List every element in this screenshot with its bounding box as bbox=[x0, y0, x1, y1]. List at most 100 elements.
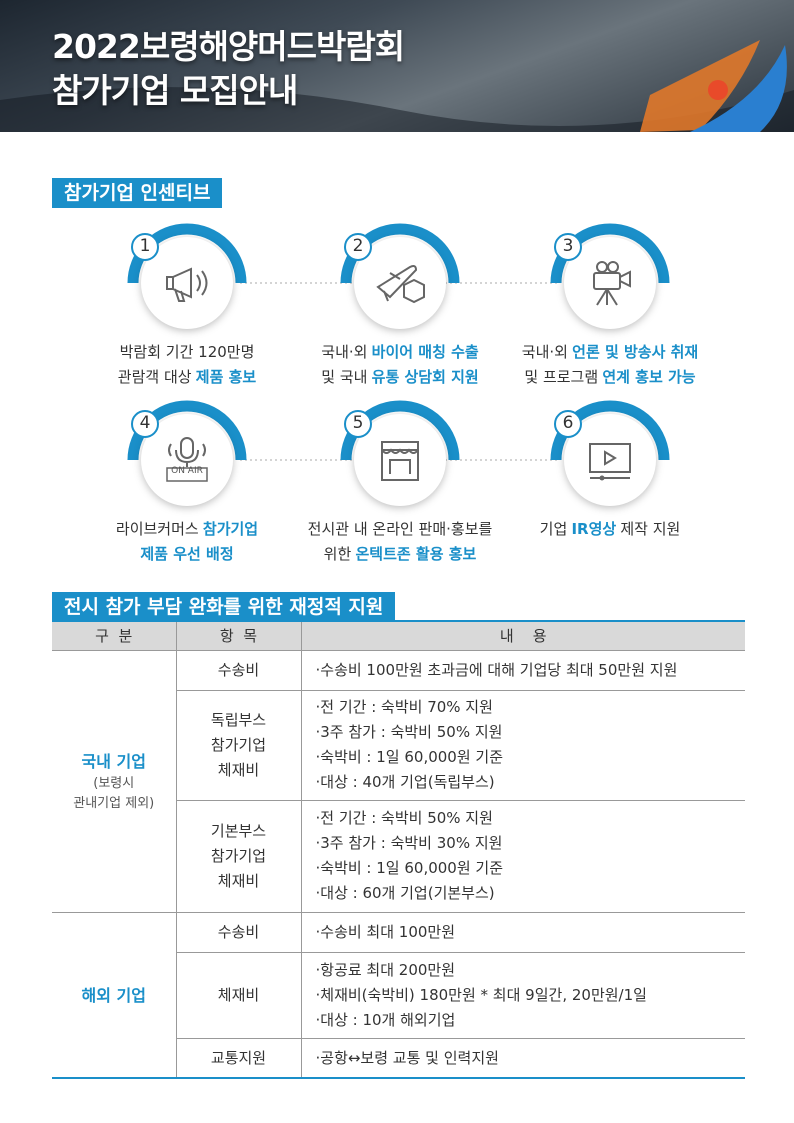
table-row: 교통지원 ·공항↔보령 교통 및 인력지원 bbox=[52, 1037, 745, 1078]
column-header: 내 용 bbox=[300, 622, 745, 650]
text-line: 국내·외 바이어 매칭 수출 bbox=[290, 340, 510, 365]
content-line: ·항공료 최대 200만원 bbox=[315, 960, 456, 979]
item-cell: 기본부스 참가기업 체재비 bbox=[175, 799, 301, 912]
content-line: ·전 기간 : 숙박비 70% 지원 bbox=[315, 698, 493, 716]
rule bbox=[52, 1077, 745, 1079]
banner: 2022보령해양머드박람회 참가기업 모집안내 bbox=[0, 0, 794, 132]
text-line: 및 국내 유통 상담회 지원 bbox=[290, 365, 510, 390]
text-segment: 제작 지원 bbox=[620, 520, 681, 538]
text-line: 및 프로그램 연계 홍보 가능 bbox=[500, 365, 720, 390]
content-line: ·3주 참가 : 숙박비 50% 지원 bbox=[315, 723, 503, 741]
table-row: 체재비 ·항공료 최대 200만원 ·체재비(숙박비) 180만원 * 최대 9일간… bbox=[52, 951, 745, 1038]
text-segment: 바이어 매칭 수출 bbox=[371, 343, 479, 361]
content-line: ·수송비 최대 100만원 bbox=[315, 922, 456, 941]
item-cell: 수송비 bbox=[175, 911, 301, 952]
group-note: (보령시 bbox=[93, 775, 135, 791]
incentive-icon bbox=[550, 223, 670, 329]
icon-label: ON AIR bbox=[171, 466, 203, 476]
content-cell: ·항공료 최대 200만원 ·체재비(숙박비) 180만원 * 최대 9일간, 2… bbox=[300, 951, 745, 1038]
text-segment: 기업 bbox=[539, 520, 568, 538]
text-segment: 온텍트존 활용 홍보 bbox=[355, 545, 477, 563]
content-cell: ·수송비 최대 100만원 bbox=[300, 911, 745, 952]
group-cell: 해외 기업 bbox=[52, 911, 176, 1078]
content-line: ·숙박비 : 1일 60,000원 기준 bbox=[315, 859, 504, 877]
title-line: 2022보령해양머드박람회 bbox=[52, 27, 405, 66]
incentive-icon bbox=[340, 223, 460, 329]
content-line: ·전 기간 : 숙박비 50% 지원 bbox=[315, 809, 493, 827]
item-line: 수송비 bbox=[217, 922, 260, 941]
content-line: ·체재비(숙박비) 180만원 * 최대 9일간, 20만원/1일 bbox=[315, 985, 647, 1004]
step-number: 3 bbox=[562, 236, 574, 256]
text-line: 전시관 내 온라인 판매·홍보를 bbox=[290, 517, 510, 542]
item-cell: 체재비 bbox=[175, 951, 301, 1038]
text-segment: 박람회 기간 120만명 bbox=[119, 343, 255, 361]
incentive-icon bbox=[127, 400, 247, 506]
text-line: 관람객 대상 제품 홍보 bbox=[77, 365, 297, 390]
text-segment: 위한 bbox=[323, 545, 352, 563]
incentive-icon bbox=[340, 400, 460, 506]
text-line: 라이브커머스 참가기업 bbox=[77, 517, 297, 542]
section-label: 참가기업 인센티브 bbox=[52, 178, 223, 208]
section-label: 전시 참가 부담 완화를 위한 재정적 지원 bbox=[52, 592, 396, 622]
item-cell: 교통지원 bbox=[175, 1037, 301, 1078]
text-segment: 국내·외 bbox=[521, 343, 568, 361]
content-cell: ·전 기간 : 숙박비 70% 지원 ·3주 참가 : 숙박비 50% 지원 ·숙박… bbox=[300, 689, 745, 800]
step-number: 2 bbox=[352, 236, 364, 256]
item-cell: 독립부스 참가기업 체재비 bbox=[175, 689, 301, 800]
item-line: 기본부스 bbox=[210, 821, 267, 840]
content-cell: ·전 기간 : 숙박비 50% 지원 ·3주 참가 : 숙박비 30% 지원 ·숙박… bbox=[300, 799, 745, 912]
text-segment: 라이브커머스 bbox=[115, 520, 199, 538]
content-line: ·3주 참가 : 숙박비 30% 지원 bbox=[315, 834, 503, 852]
step-number: 4 bbox=[139, 413, 151, 433]
table-row: 독립부스 참가기업 체재비 ·전 기간 : 숙박비 70% 지원 ·3주 참가 : 숙박… bbox=[52, 689, 745, 800]
text-segment: 참가기업 bbox=[202, 520, 259, 538]
incentive-text: 기업 IR영상 제작 지원 bbox=[500, 517, 720, 542]
text-segment: 국내·외 bbox=[321, 343, 368, 361]
table-row: 해외 기업 수송비 ·수송비 최대 100만원 bbox=[52, 911, 745, 1078]
text-segment: 제품 우선 배정 bbox=[140, 545, 234, 563]
item-line: 교통지원 bbox=[210, 1048, 267, 1067]
text-line: 기업 IR영상 제작 지원 bbox=[500, 517, 720, 542]
item-line: 참가기업 bbox=[210, 735, 267, 754]
incentive-icon bbox=[550, 400, 670, 506]
text-segment: 관람객 대상 bbox=[117, 368, 192, 386]
text-segment: 및 국내 bbox=[321, 368, 368, 386]
text-line: 박람회 기간 120만명 bbox=[77, 340, 297, 365]
column-header: 항 목 bbox=[175, 622, 301, 650]
text-segment: 언론 및 방송사 취재 bbox=[572, 343, 699, 361]
column-header: 구 분 bbox=[52, 622, 176, 650]
text-line: 제품 우선 배정 bbox=[77, 542, 297, 567]
table-row: 기본부스 참가기업 체재비 ·전 기간 : 숙박비 50% 지원 ·3주 참가 : 숙박… bbox=[52, 799, 745, 912]
group-name: 해외 기업 bbox=[81, 985, 146, 1005]
text-segment: 연계 홍보 가능 bbox=[602, 368, 696, 386]
text-segment: 전시관 내 온라인 판매·홍보를 bbox=[307, 520, 493, 538]
item-cell: 수송비 bbox=[175, 649, 301, 690]
content-line: ·대상 : 60개 기업(기본부스) bbox=[315, 884, 495, 902]
item-line: 체재비 bbox=[217, 985, 260, 1004]
content-cell: ·공항↔보령 교통 및 인력지원 bbox=[300, 1037, 745, 1078]
content-line: ·대상 : 40개 기업(독립부스) bbox=[315, 773, 495, 791]
title-line: 참가기업 모집안내 bbox=[52, 71, 298, 110]
item-line: 참가기업 bbox=[210, 846, 267, 865]
step-number: 6 bbox=[562, 413, 574, 433]
group-note: 관내기업 제외) bbox=[73, 795, 155, 811]
content-cell: ·수송비 100만원 초과금에 대해 기업당 최대 50만원 지원 bbox=[300, 649, 745, 690]
step-number: 1 bbox=[139, 236, 151, 256]
content-line: ·숙박비 : 1일 60,000원 기준 bbox=[315, 748, 504, 766]
text-segment: 및 프로그램 bbox=[524, 368, 599, 386]
banner-art bbox=[0, 40, 794, 132]
step-number: 5 bbox=[352, 413, 364, 433]
incentive-text: 국내·외 바이어 매칭 수출 및 국내 유통 상담회 지원 bbox=[290, 340, 510, 390]
text-segment: 제품 홍보 bbox=[195, 368, 257, 386]
item-line: 수송비 bbox=[217, 660, 260, 679]
group-name: 국내 기업 bbox=[81, 751, 146, 771]
